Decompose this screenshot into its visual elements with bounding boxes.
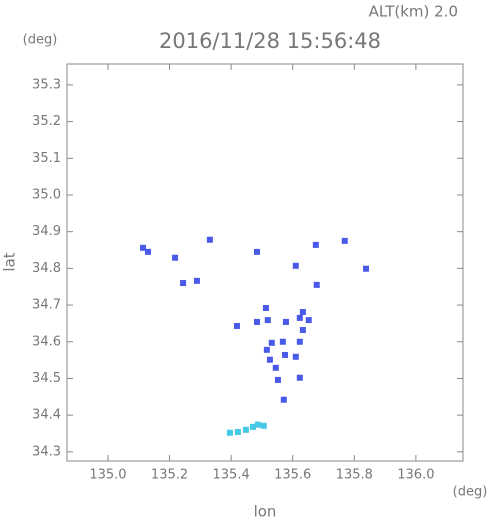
echo: [263, 346, 270, 353]
y-tick-label: 35.1: [32, 151, 61, 166]
echo: [249, 423, 256, 430]
x-axis-label: lon: [254, 503, 277, 521]
x-tick-label: 135.0: [89, 468, 126, 483]
echo: [264, 317, 271, 324]
x-tick-label: 135.4: [213, 468, 250, 483]
echo: [242, 426, 249, 433]
echo: [296, 374, 303, 381]
y-tick-label: 35.0: [32, 187, 61, 202]
y-tick-label: 35.2: [32, 114, 61, 129]
y-axis-label: lat: [1, 252, 19, 271]
echo: [280, 396, 287, 403]
y-tick-label: 34.4: [32, 408, 61, 423]
echo: [279, 338, 286, 345]
echo: [262, 304, 269, 311]
echo: [268, 339, 275, 346]
echo: [144, 248, 151, 255]
echo: [299, 327, 306, 334]
echo: [206, 236, 213, 243]
y-unit: (deg): [23, 33, 58, 48]
echo: [233, 322, 240, 329]
echo: [254, 421, 261, 428]
echo: [140, 244, 147, 251]
echo: [266, 356, 273, 363]
echo: [299, 309, 306, 316]
echo: [305, 317, 312, 324]
echo: [226, 429, 233, 436]
echo: [363, 265, 370, 272]
x-tick-label: 135.2: [151, 468, 188, 483]
echo: [180, 280, 187, 287]
y-tick-label: 34.8: [32, 261, 61, 276]
y-tick-label: 34.6: [32, 334, 61, 349]
echo: [282, 318, 289, 325]
y-tick-label: 34.7: [32, 298, 61, 313]
x-tick-label: 135.8: [336, 468, 373, 483]
y-tick-label: 34.9: [32, 224, 61, 239]
plot-frame: [66, 63, 464, 462]
echo: [253, 248, 260, 255]
echo: [282, 351, 289, 358]
x-unit: (deg): [453, 485, 488, 500]
echo: [193, 277, 200, 284]
echo: [312, 241, 319, 248]
y-tick-label: 34.5: [32, 371, 61, 386]
echo: [172, 254, 179, 261]
altitude-label: ALT(km) 2.0: [369, 3, 458, 21]
echo: [292, 353, 299, 360]
x-tick-label: 135.6: [274, 468, 311, 483]
echo: [296, 314, 303, 321]
x-tick-label: 136.0: [397, 468, 434, 483]
echo: [234, 429, 241, 436]
echo: [341, 237, 348, 244]
echo: [272, 364, 279, 371]
echo: [260, 422, 267, 429]
echo: [296, 338, 303, 345]
chart-title: 2016/11/28 15:56:48: [159, 29, 381, 53]
echo: [253, 318, 260, 325]
y-tick-label: 35.3: [32, 77, 61, 92]
echo: [274, 376, 281, 383]
echo: [313, 281, 320, 288]
y-tick-label: 34.3: [32, 444, 61, 459]
echo: [292, 262, 299, 269]
